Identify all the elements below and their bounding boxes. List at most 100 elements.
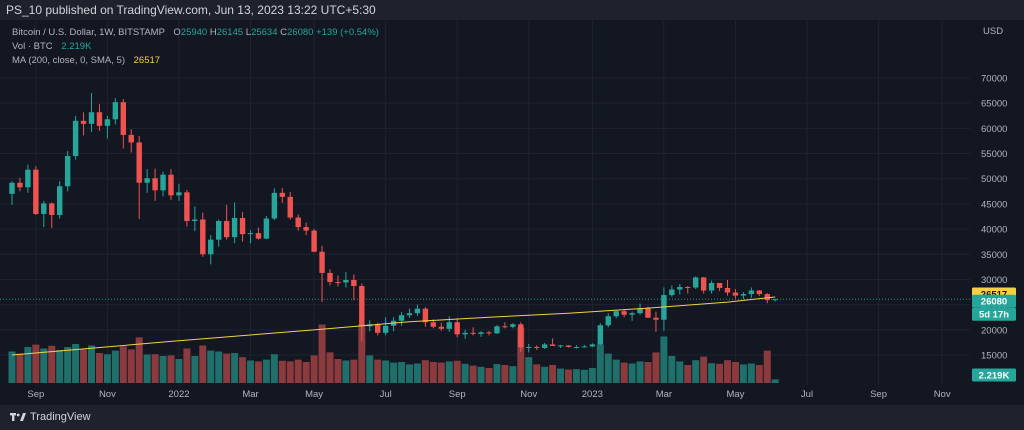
- volume-bars: [8, 324, 779, 383]
- volume-bar: [183, 348, 191, 383]
- candle-body: [327, 272, 333, 282]
- y-tick-label: 15000: [981, 351, 1007, 362]
- volume-bar: [533, 364, 541, 383]
- ohlc-high-label: H: [209, 27, 217, 38]
- ohlc-open-label: O: [173, 27, 181, 38]
- y-tick-label: 45000: [981, 199, 1007, 210]
- candle-body: [518, 324, 524, 348]
- volume-bar: [127, 349, 135, 383]
- volume-bar: [620, 362, 628, 383]
- candle-body: [406, 313, 413, 316]
- volume-bar: [572, 369, 580, 383]
- candle-body: [287, 196, 293, 218]
- volume-bar: [8, 351, 16, 383]
- symbol-title[interactable]: Bitcoin / U.S. Dollar, 1W, BITSTAMP: [12, 27, 165, 38]
- volume-bar: [390, 362, 398, 383]
- price-axis[interactable]: 1500020000250003000035000400004500050000…: [981, 26, 1007, 362]
- candle-body: [534, 346, 540, 348]
- candle-body: [311, 230, 317, 252]
- volume-bar: [103, 354, 111, 383]
- candle-body: [303, 227, 309, 231]
- x-tick-label: Nov: [99, 389, 116, 400]
- candle-body: [502, 326, 508, 328]
- volume-bar: [398, 362, 406, 383]
- candle-body: [25, 169, 31, 188]
- volume-bar: [262, 359, 270, 383]
- candle-body: [192, 219, 198, 222]
- candle-body: [693, 277, 699, 288]
- candle-body: [152, 178, 158, 191]
- volume-bar: [366, 355, 374, 383]
- candle-body: [724, 288, 731, 293]
- candle-body: [216, 221, 222, 240]
- volume-bar: [302, 362, 310, 383]
- candle-body: [160, 174, 166, 191]
- chart-grid: [0, 20, 970, 385]
- x-tick-label: Sep: [870, 389, 887, 400]
- x-tick-label: Jul: [801, 389, 813, 400]
- ma-indicator-label[interactable]: MA (200, close, 0, SMA, 5): [12, 55, 125, 66]
- candle-body: [685, 287, 691, 289]
- volume-bar: [731, 362, 739, 383]
- x-tick-label: Sep: [449, 389, 466, 400]
- y-tick-label: 55000: [981, 149, 1007, 160]
- candle-body: [700, 277, 707, 291]
- publisher-text: PS_10 published on TradingView.com, Jun …: [6, 3, 376, 17]
- volume-bar: [175, 359, 183, 383]
- volume-bar: [668, 356, 676, 383]
- candle-body: [597, 325, 603, 345]
- volume-bar: [509, 366, 517, 383]
- ma-indicator-value: 26517: [133, 55, 161, 66]
- volume-bar: [755, 365, 763, 383]
- candle-body: [120, 102, 126, 135]
- volume-bar: [453, 360, 461, 383]
- volume-price-label-box: [972, 368, 1016, 382]
- volume-bar: [342, 360, 350, 383]
- y-tick-label: 30000: [981, 275, 1007, 286]
- ohlc-low-label: L: [245, 27, 252, 38]
- volume-bar: [72, 344, 80, 383]
- candle-body: [335, 281, 341, 283]
- volume-bar: [95, 353, 103, 383]
- volume-price-label: 2.219K: [979, 371, 1010, 382]
- candle-body: [494, 326, 500, 334]
- candle-body: [144, 178, 150, 183]
- candle-body: [239, 218, 246, 235]
- candle-body: [573, 346, 580, 348]
- volume-bar: [557, 368, 565, 383]
- volume-bar: [724, 360, 731, 383]
- candle-body: [9, 182, 15, 194]
- chart-legend: Bitcoin / U.S. Dollar, 1W, BITSTAMP O259…: [12, 26, 379, 68]
- candle-body: [470, 332, 476, 334]
- candle-body: [136, 142, 142, 183]
- x-tick-label: Mar: [242, 389, 258, 400]
- candle-body: [279, 192, 285, 197]
- volume-bar: [374, 359, 382, 383]
- volume-bar: [48, 345, 56, 383]
- volume-bar: [676, 361, 684, 383]
- candle-body: [72, 120, 79, 157]
- footer-brand[interactable]: TradingView: [30, 411, 91, 423]
- volume-bar: [278, 360, 286, 383]
- volume-bar: [517, 327, 525, 383]
- candlesticks: [9, 93, 778, 353]
- candle-body: [104, 119, 111, 126]
- volume-bar: [628, 363, 636, 383]
- candle-body: [375, 324, 381, 333]
- volume-bar: [763, 350, 771, 383]
- candle-body: [255, 233, 262, 239]
- y-tick-label: 65000: [981, 99, 1007, 110]
- time-axis[interactable]: Sep Nov 2022 Mar May Jul Sep Nov 2023 Mar May Jul Se…: [27, 389, 950, 400]
- price-chart[interactable]: 1500020000250003000035000400004500050000…: [0, 20, 1024, 405]
- volume-bar: [119, 346, 127, 383]
- candle-body: [565, 345, 572, 347]
- volume-bar: [596, 344, 604, 383]
- volume-bar: [32, 344, 40, 383]
- candle-body: [764, 294, 770, 301]
- volume-indicator-label[interactable]: Vol · BTC: [12, 41, 53, 52]
- candle-body: [359, 286, 365, 327]
- candle-body: [526, 346, 532, 348]
- x-tick-label: Sep: [27, 389, 44, 400]
- volume-bar: [254, 361, 262, 383]
- volume-bar: [429, 362, 437, 383]
